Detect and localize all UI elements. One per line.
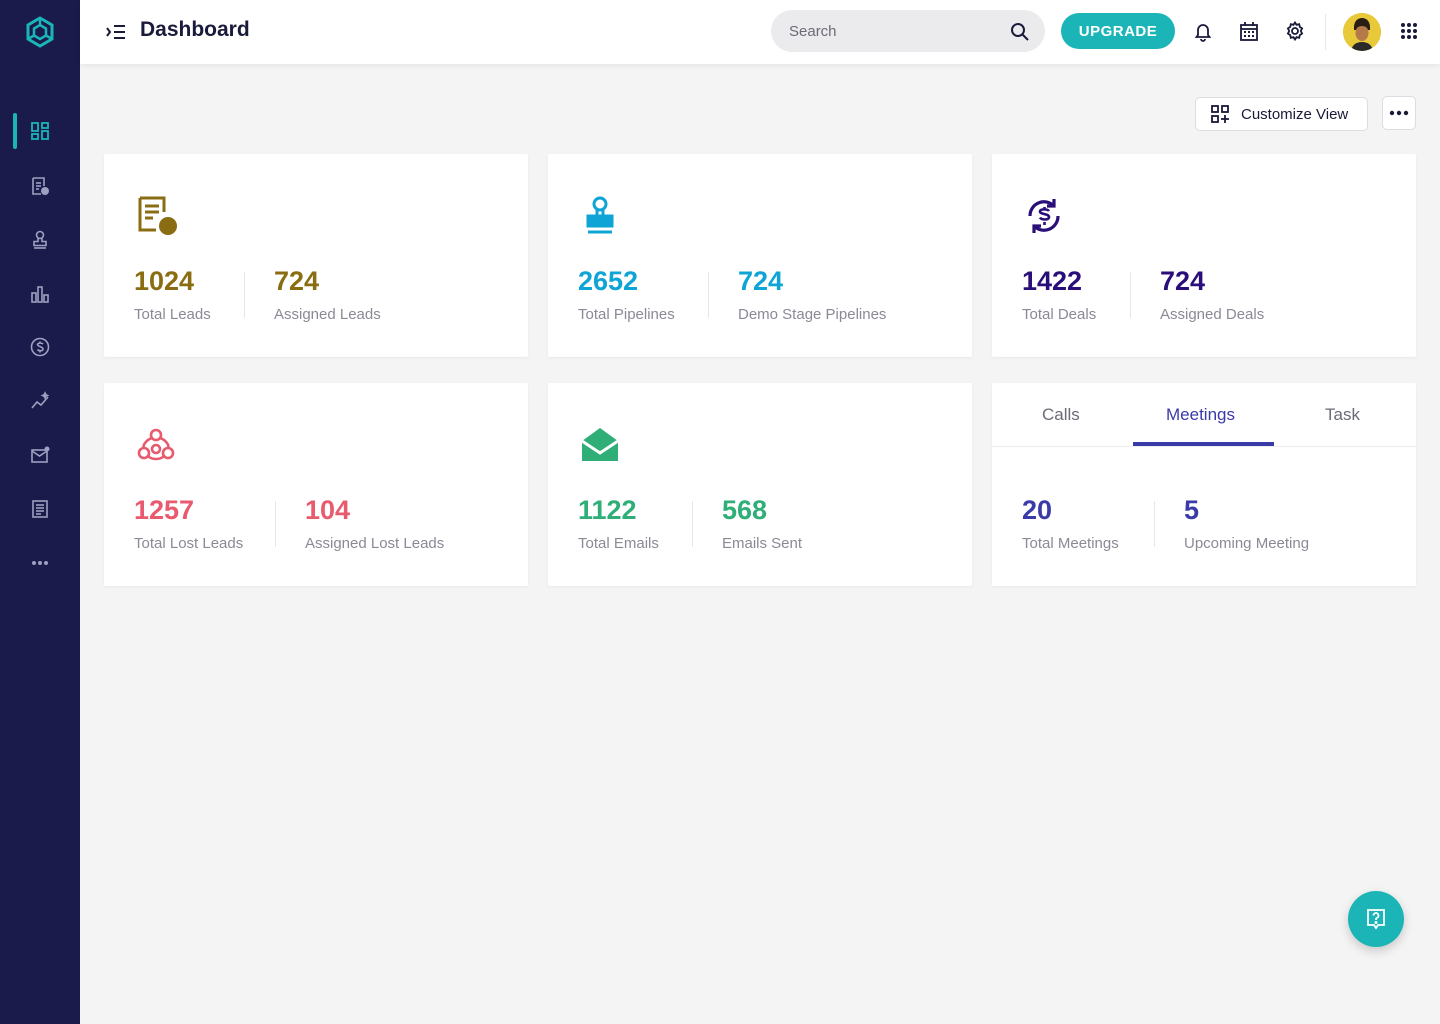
total-pipelines-stat: 2652 Total Pipelines — [578, 266, 675, 323]
customize-view-label: Customize View — [1241, 105, 1349, 123]
stat-value: 724 — [738, 266, 784, 296]
customize-grid-icon — [1211, 105, 1229, 123]
demo-stage-pipelines-stat: 724 Demo Stage Pipelines — [738, 266, 886, 323]
stat-value: 724 — [1160, 266, 1206, 296]
total-meetings-stat: 20 Total Meetings — [1022, 495, 1119, 552]
sidebar-item-dashboard[interactable] — [0, 111, 80, 151]
stamp-icon — [33, 230, 47, 249]
pipelines-card: 2652 Total Pipelines 724 Demo Stage Pipe… — [548, 154, 972, 357]
bar-chart-icon — [31, 286, 49, 303]
total-emails-stat: 1122 Total Emails — [578, 495, 659, 552]
total-deals-stat: 1422 Total Deals — [1022, 266, 1096, 323]
user-avatar-icon — [1343, 13, 1381, 51]
stat-value: 5 — [1184, 495, 1200, 525]
calendar-icon[interactable] — [1238, 20, 1260, 42]
stat-divider — [708, 272, 709, 318]
mail-icon — [31, 446, 50, 463]
stat-value: 1024 — [134, 266, 195, 296]
assigned-deals-stat: 724 Assigned Deals — [1160, 266, 1264, 323]
sidebar-item-leads[interactable] — [0, 166, 80, 206]
tab-calls[interactable]: Calls — [1042, 405, 1080, 424]
activity-tabs: Calls Meetings Task — [992, 383, 1416, 447]
sidebar — [0, 0, 80, 1024]
tab-task[interactable]: Task — [1325, 405, 1360, 424]
stat-value: 20 — [1022, 495, 1053, 525]
more-horizontal-icon — [1389, 110, 1409, 116]
dashboard-icon — [31, 122, 49, 140]
stat-label: Total Leads — [134, 306, 211, 323]
stat-value: 568 — [722, 495, 768, 525]
assigned-leads-stat: 724 Assigned Leads — [274, 266, 381, 323]
stat-value: 1257 — [134, 495, 195, 525]
stat-divider — [244, 272, 245, 318]
avatar[interactable] — [1343, 13, 1381, 51]
customize-view-button[interactable]: Customize View — [1195, 97, 1368, 131]
stat-label: Upcoming Meeting — [1184, 535, 1310, 552]
tab-meetings[interactable]: Meetings — [1166, 405, 1235, 424]
stat-divider — [1130, 272, 1131, 318]
sidebar-item-more[interactable] — [0, 543, 80, 583]
deals-card: 1422 Total Deals 724 Assigned Deals — [992, 154, 1416, 357]
stat-label: Total Meetings — [1022, 535, 1119, 552]
stat-label: Total Pipelines — [578, 306, 675, 323]
stat-label: Total Lost Leads — [134, 535, 244, 552]
sidebar-item-emails[interactable] — [0, 435, 80, 475]
menu-toggle-icon[interactable] — [106, 22, 126, 42]
sidebar-item-documents[interactable] — [0, 489, 80, 529]
stat-label: Assigned Deals — [1160, 306, 1265, 323]
document-icon — [32, 500, 48, 518]
more-options-button[interactable] — [1382, 96, 1416, 130]
search-icon[interactable] — [1010, 22, 1030, 42]
lost-leads-card: 1257 Total Lost Leads 104 Assigned Lost … — [104, 383, 528, 586]
total-leads-stat: 1024 Total Leads — [134, 266, 211, 323]
activities-card: Calls Meetings Task 20 Total Meetings 5 … — [992, 383, 1416, 586]
stat-value: 1422 — [1022, 266, 1083, 296]
assigned-lost-leads-stat: 104 Assigned Lost Leads — [305, 495, 444, 552]
stat-divider — [1154, 501, 1155, 547]
stat-label: Assigned Leads — [274, 306, 381, 323]
search-input[interactable] — [771, 10, 1045, 52]
sidebar-item-analytics[interactable] — [0, 381, 80, 421]
page-title: Dashboard — [140, 18, 250, 41]
stat-value: 1122 — [578, 495, 637, 525]
more-horizontal-icon — [32, 561, 48, 565]
lost-leads-icon — [137, 428, 175, 461]
leads-icon — [138, 196, 177, 235]
stamp-icon — [586, 196, 614, 234]
sidebar-item-deals[interactable] — [0, 327, 80, 367]
stat-label: Emails Sent — [722, 535, 803, 552]
stat-label: Assigned Lost Leads — [305, 535, 445, 552]
leads-icon — [32, 177, 49, 195]
bell-icon[interactable] — [1192, 20, 1214, 42]
logo-icon[interactable] — [22, 14, 58, 50]
stat-value: 724 — [274, 266, 320, 296]
emails-card: 1122 Total Emails 568 Emails Sent — [548, 383, 972, 586]
sparkline-icon — [31, 391, 50, 409]
sidebar-item-reports[interactable] — [0, 274, 80, 314]
total-lost-leads-stat: 1257 Total Lost Leads — [134, 495, 243, 552]
dollar-exchange-icon — [1028, 199, 1060, 233]
upcoming-meeting-stat: 5 Upcoming Meeting — [1184, 495, 1309, 552]
dollar-icon — [30, 337, 50, 357]
stat-label: Total Deals — [1022, 306, 1097, 323]
help-button[interactable] — [1348, 891, 1404, 947]
leads-card: 1024 Total Leads 724 Assigned Leads — [104, 154, 528, 357]
stat-divider — [692, 501, 693, 547]
apps-grid-icon[interactable] — [1398, 20, 1420, 42]
stat-label: Demo Stage Pipelines — [738, 306, 887, 323]
stat-value: 104 — [305, 495, 351, 525]
gear-icon[interactable] — [1284, 20, 1306, 42]
stat-divider — [275, 501, 276, 547]
sidebar-item-pipelines[interactable] — [0, 220, 80, 260]
stat-label: Total Emails — [578, 535, 659, 552]
upgrade-button[interactable]: UPGRADE — [1061, 13, 1175, 49]
help-question-icon — [1367, 909, 1385, 930]
emails-sent-stat: 568 Emails Sent — [722, 495, 802, 552]
top-bar: Dashboard UPGRADE — [80, 0, 1440, 64]
header-divider — [1325, 14, 1326, 50]
stat-value: 2652 — [578, 266, 639, 296]
open-mail-icon — [581, 428, 619, 461]
active-tab-indicator — [1133, 442, 1274, 446]
